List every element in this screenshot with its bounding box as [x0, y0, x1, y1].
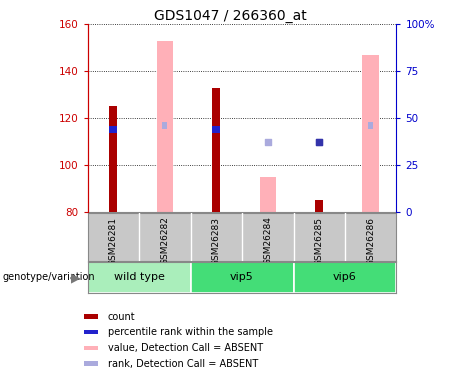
Text: genotype/variation: genotype/variation [2, 273, 95, 282]
Bar [315, 200, 323, 212]
Point [264, 139, 272, 145]
Text: vip6: vip6 [333, 273, 357, 282]
Bar [213, 126, 220, 134]
Point [315, 139, 323, 145]
Text: count: count [108, 312, 136, 322]
Text: GSM26282: GSM26282 [160, 216, 169, 266]
Bar [109, 106, 117, 212]
Text: value, Detection Call = ABSENT: value, Detection Call = ABSENT [108, 343, 263, 353]
Text: GSM26281: GSM26281 [109, 216, 118, 266]
Bar [368, 122, 373, 129]
Text: rank, Detection Call = ABSENT: rank, Detection Call = ABSENT [108, 358, 258, 369]
Bar [84, 330, 98, 334]
Bar [162, 122, 167, 129]
Text: GSM26284: GSM26284 [263, 216, 272, 266]
Bar [260, 177, 276, 212]
Text: percentile rank within the sample: percentile rank within the sample [108, 327, 273, 337]
Bar [362, 55, 379, 212]
Bar [84, 362, 98, 366]
Bar [84, 346, 98, 350]
Bar [190, 262, 294, 293]
Point [315, 139, 323, 145]
Bar [213, 88, 220, 212]
Bar [84, 314, 98, 319]
Text: GDS1047 / 266360_at: GDS1047 / 266360_at [154, 9, 307, 23]
Bar [157, 41, 173, 212]
Bar [294, 262, 396, 293]
Text: GSM26286: GSM26286 [366, 216, 375, 266]
Text: GSM26285: GSM26285 [315, 216, 324, 266]
Text: vip5: vip5 [230, 273, 254, 282]
Text: ▶: ▶ [71, 271, 81, 284]
Bar [88, 262, 190, 293]
Text: GSM26283: GSM26283 [212, 216, 221, 266]
Text: wild type: wild type [113, 273, 165, 282]
Bar [109, 126, 117, 134]
